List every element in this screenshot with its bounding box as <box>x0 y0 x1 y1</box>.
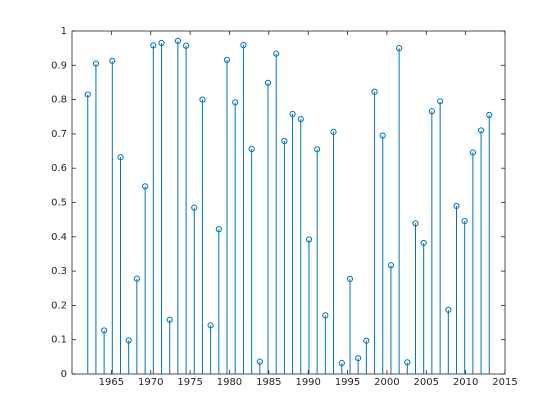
stem-marker <box>404 359 411 366</box>
stem-marker <box>486 111 493 119</box>
stem-marker <box>142 183 149 190</box>
stem-marker <box>396 45 403 52</box>
stem-marker <box>453 202 460 210</box>
stem-marker <box>182 42 190 49</box>
x-tick-label: 1965 <box>99 377 124 388</box>
stem-marker <box>174 37 181 45</box>
stem-marker <box>314 146 321 153</box>
stem-marker <box>289 110 296 118</box>
x-tick-label: 2000 <box>374 377 399 388</box>
stem-marker <box>412 220 419 227</box>
stem-marker <box>191 204 198 211</box>
stem-marker <box>117 154 124 161</box>
stem-marker <box>166 316 173 323</box>
stem-marker <box>281 138 288 145</box>
stem-marker <box>469 149 476 156</box>
y-tick-label: 0.2 <box>51 300 67 311</box>
stem-marker <box>273 50 280 57</box>
y-tick-label: 1 <box>61 26 67 37</box>
y-tick-label: 0.9 <box>51 60 67 71</box>
x-tick-label: 2005 <box>414 377 439 388</box>
stem-marker <box>420 239 427 247</box>
y-tick-label: 0.5 <box>51 198 67 209</box>
stem-marker <box>387 262 395 269</box>
plot-area <box>71 30 506 375</box>
stem-marker <box>305 236 313 243</box>
x-tick-label: 1980 <box>217 377 242 388</box>
y-tick-label: 0.3 <box>51 266 67 277</box>
stem-marker <box>461 217 468 225</box>
stem-marker <box>371 88 378 95</box>
y-tick-label: 0.8 <box>51 95 67 106</box>
stem-marker <box>264 79 272 86</box>
stem-marker <box>355 355 362 362</box>
stem-marker <box>428 108 435 115</box>
y-tick-label: 0 <box>61 369 67 380</box>
stem-marker <box>101 327 108 334</box>
x-tick-label: 2015 <box>492 377 517 388</box>
y-tick-label: 0.4 <box>51 232 67 243</box>
stem-marker <box>232 99 239 106</box>
stem-marker <box>133 275 140 282</box>
y-tick-label: 0.1 <box>51 335 67 346</box>
stem-marker <box>248 145 255 153</box>
stem-marker <box>477 127 485 134</box>
y-tick-label: 0.7 <box>51 129 67 140</box>
stem-marker <box>346 275 354 283</box>
x-tick-label: 1995 <box>335 377 360 388</box>
stem-marker <box>150 42 157 49</box>
x-tick-label: 1970 <box>138 377 163 388</box>
stem-marker <box>297 116 304 123</box>
stem-marker <box>379 132 386 139</box>
stem-marker <box>256 358 263 365</box>
stem-marker <box>240 41 247 49</box>
stem-marker <box>338 359 345 367</box>
x-tick-label: 2010 <box>453 377 478 388</box>
x-tick-label: 1975 <box>177 377 202 388</box>
stem-marker <box>92 60 100 67</box>
stem-marker <box>322 312 329 319</box>
stem-marker <box>223 56 231 63</box>
x-tick-label: 1985 <box>256 377 281 388</box>
stem-marker <box>125 337 132 344</box>
stem-marker <box>363 337 370 344</box>
stem-marker <box>207 322 214 329</box>
stem-marker <box>330 128 337 135</box>
stem-marker <box>445 306 452 313</box>
stem-marker <box>215 226 222 233</box>
x-tick-label: 1990 <box>295 377 320 388</box>
stem-marker <box>199 96 206 103</box>
stem-marker <box>158 39 165 47</box>
y-tick-label: 0.6 <box>51 163 67 174</box>
stem-marker <box>84 91 91 98</box>
stem-marker <box>109 57 116 64</box>
stem-marker <box>437 98 444 105</box>
